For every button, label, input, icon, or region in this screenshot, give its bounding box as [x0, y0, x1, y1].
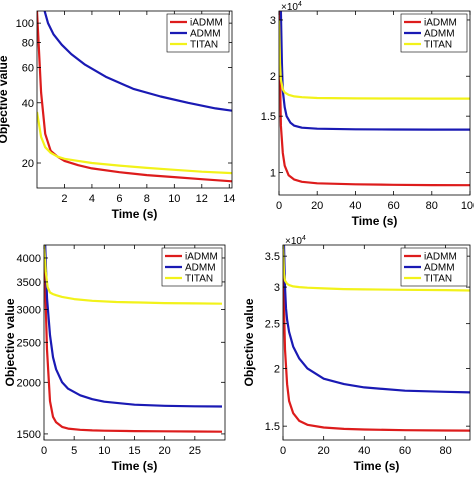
y-axis-label: Objective value — [3, 298, 17, 386]
legend-label-iadmm: iADMM — [185, 252, 218, 263]
series-line-admm — [44, 245, 223, 408]
series-line-titan — [44, 245, 223, 305]
x-tick-label: 20 — [311, 200, 323, 212]
chart-panel-4: 0 20 40 60 80 1.5 2 2.5 3 3.5 ×104 Time (s) Objectiv… — [242, 235, 471, 473]
y-tick-label: 20 — [22, 158, 34, 170]
series-line-iadmm — [279, 11, 470, 187]
plot-frame — [36, 10, 233, 189]
y-exponent-label: ×104 — [285, 235, 306, 247]
y-tick-label: 100 — [16, 18, 34, 30]
series-line-iadmm — [283, 245, 470, 432]
x-tick-label: 10 — [98, 445, 110, 457]
x-tick-label: 4 — [89, 193, 95, 205]
y-tick-label: 2000 — [17, 377, 41, 389]
x-tick-label: 40 — [349, 200, 361, 212]
legend-label-admm: ADMM — [190, 29, 221, 40]
x-tick-label: 2 — [61, 193, 67, 205]
legend-label-admm: ADMM — [424, 29, 455, 40]
legend-label-iadmm: iADMM — [424, 18, 457, 29]
x-tick-label: 100 — [461, 200, 474, 212]
x-tick-label: 8 — [144, 193, 150, 205]
y-tick-label: 1.5 — [261, 111, 276, 123]
plot-frame — [278, 10, 471, 196]
x-tick-label: 15 — [128, 445, 140, 457]
y-axis-label: Objective value — [242, 298, 256, 386]
y-tick-label: 1500 — [17, 429, 41, 441]
x-tick-label: 20 — [318, 445, 330, 457]
y-tick-label: 3000 — [17, 305, 41, 317]
y-tick-label: 3 — [270, 15, 276, 27]
legend-label-titan: TITAN — [185, 274, 213, 285]
x-tick-label: 14 — [223, 193, 235, 205]
x-tick-label: 5 — [71, 445, 77, 457]
y-tick-label: 1.5 — [265, 421, 280, 433]
y-exponent-label: ×104 — [281, 1, 302, 13]
y-tick-label: 3 — [274, 282, 280, 294]
x-tick-label: 12 — [196, 193, 208, 205]
y-tick-label: 2.5 — [265, 319, 280, 331]
legend-box — [166, 13, 230, 53]
chart-panel-3: 0 5 10 15 20 25 1500 2000 2500 3000 3500 4000 Time (… — [3, 244, 226, 473]
y-tick-label: 4000 — [17, 253, 41, 265]
legend-label-titan: TITAN — [190, 40, 218, 51]
chart-panel-1: 2 4 6 8 10 12 14 20 40 60 80 100 Time (s) Objective v… — [0, 10, 235, 221]
x-axis-label: Time (s) — [112, 207, 158, 221]
x-tick-label: 20 — [159, 445, 171, 457]
x-tick-label: 40 — [358, 445, 370, 457]
series-line-iadmm — [44, 245, 223, 433]
y-tick-label: 3500 — [17, 277, 41, 289]
x-tick-label: 25 — [189, 445, 201, 457]
x-tick-label: 10 — [168, 193, 180, 205]
y-tick-label: 80 — [22, 38, 34, 50]
y-tick-label: 2500 — [17, 337, 41, 349]
legend-label-iadmm: iADMM — [424, 252, 457, 263]
series-line-titan — [279, 19, 470, 100]
series-line-admm — [43, 11, 232, 112]
y-tick-label: 2 — [274, 363, 280, 375]
x-tick-label: 6 — [116, 193, 122, 205]
x-tick-label: 60 — [399, 445, 411, 457]
y-tick-label: 40 — [22, 98, 34, 110]
series-line-iadmm — [37, 11, 232, 183]
series-line-titan — [283, 245, 470, 292]
legend-label-iadmm: iADMM — [190, 18, 223, 29]
x-axis-label: Time (s) — [354, 459, 400, 473]
chart-panel-2: 0 20 40 60 80 100 1 1.5 2 3 ×104 Time (s) iADMMADMMT… — [261, 1, 474, 228]
x-tick-label: 0 — [276, 200, 282, 212]
series-line-titan — [37, 111, 232, 175]
x-tick-label: 0 — [41, 445, 47, 457]
series-line-admm — [283, 245, 470, 394]
x-tick-label: 80 — [439, 445, 451, 457]
x-axis-label: Time (s) — [352, 214, 398, 228]
x-axis-label: Time (s) — [112, 459, 158, 473]
plot-frame — [282, 244, 471, 441]
y-axis-label: Objective value — [0, 55, 10, 143]
legend-label-titan: TITAN — [424, 40, 452, 51]
legend-label-admm: ADMM — [185, 263, 216, 274]
y-tick-label: 3.5 — [265, 251, 280, 263]
x-tick-label: 80 — [426, 200, 438, 212]
y-tick-label: 2 — [270, 71, 276, 83]
y-tick-label: 60 — [22, 63, 34, 75]
y-tick-label: 1 — [270, 167, 276, 179]
x-tick-label: 60 — [387, 200, 399, 212]
x-tick-label: 0 — [280, 445, 286, 457]
legend-label-titan: TITAN — [424, 274, 452, 285]
legend-label-admm: ADMM — [424, 263, 455, 274]
